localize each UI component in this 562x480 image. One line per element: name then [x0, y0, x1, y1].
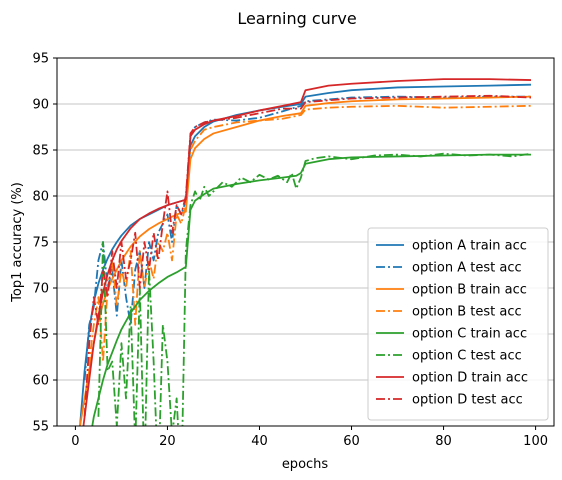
legend-entry: option C test acc: [412, 349, 522, 364]
series-line-6: [97, 152, 532, 426]
x-tick-label: 100: [523, 434, 548, 449]
legend-entry: option A train acc: [412, 239, 527, 254]
series-lines: [79, 78, 532, 426]
y-tick-label: 65: [32, 328, 49, 343]
y-tick-label: 90: [32, 98, 49, 113]
legend-box: [367, 227, 549, 421]
y-tick-label: 70: [32, 282, 49, 297]
legend-entry: option B test acc: [412, 305, 522, 320]
x-tick-label: 60: [343, 434, 360, 449]
series-line-4: [83, 104, 532, 417]
x-tick-label: 20: [159, 434, 176, 449]
y-tick-label: 85: [32, 144, 49, 159]
y-tick-label: 55: [32, 420, 49, 435]
series-line-7: [82, 78, 532, 426]
chart-title: Learning curve: [237, 9, 356, 28]
axis-ticks: 55 60 65 70 75 80 85 90 95 0 20 40 60 80 100: [32, 52, 548, 450]
x-axis-label: epochs: [282, 457, 329, 472]
legend-entry: option A test acc: [412, 261, 522, 276]
legend-entry: option B train acc: [412, 283, 527, 298]
y-tick-label: 80: [32, 190, 49, 205]
y-tick-label: 75: [32, 236, 49, 251]
legend: option A train acc option A test acc optio…: [367, 227, 549, 421]
legend-entry: option D test acc: [412, 393, 523, 408]
y-tick-label: 60: [32, 374, 49, 389]
legend-entry: option C train acc: [412, 327, 527, 342]
y-tick-label: 95: [32, 52, 49, 67]
x-tick-label: 0: [71, 434, 79, 449]
series-line-5: [91, 153, 531, 426]
legend-entry: option D train acc: [412, 371, 528, 386]
x-tick-label: 80: [435, 434, 452, 449]
y-axis-label: Top1 accuracy (%): [10, 182, 25, 303]
series-line-8: [83, 94, 532, 417]
x-tick-label: 40: [251, 434, 268, 449]
